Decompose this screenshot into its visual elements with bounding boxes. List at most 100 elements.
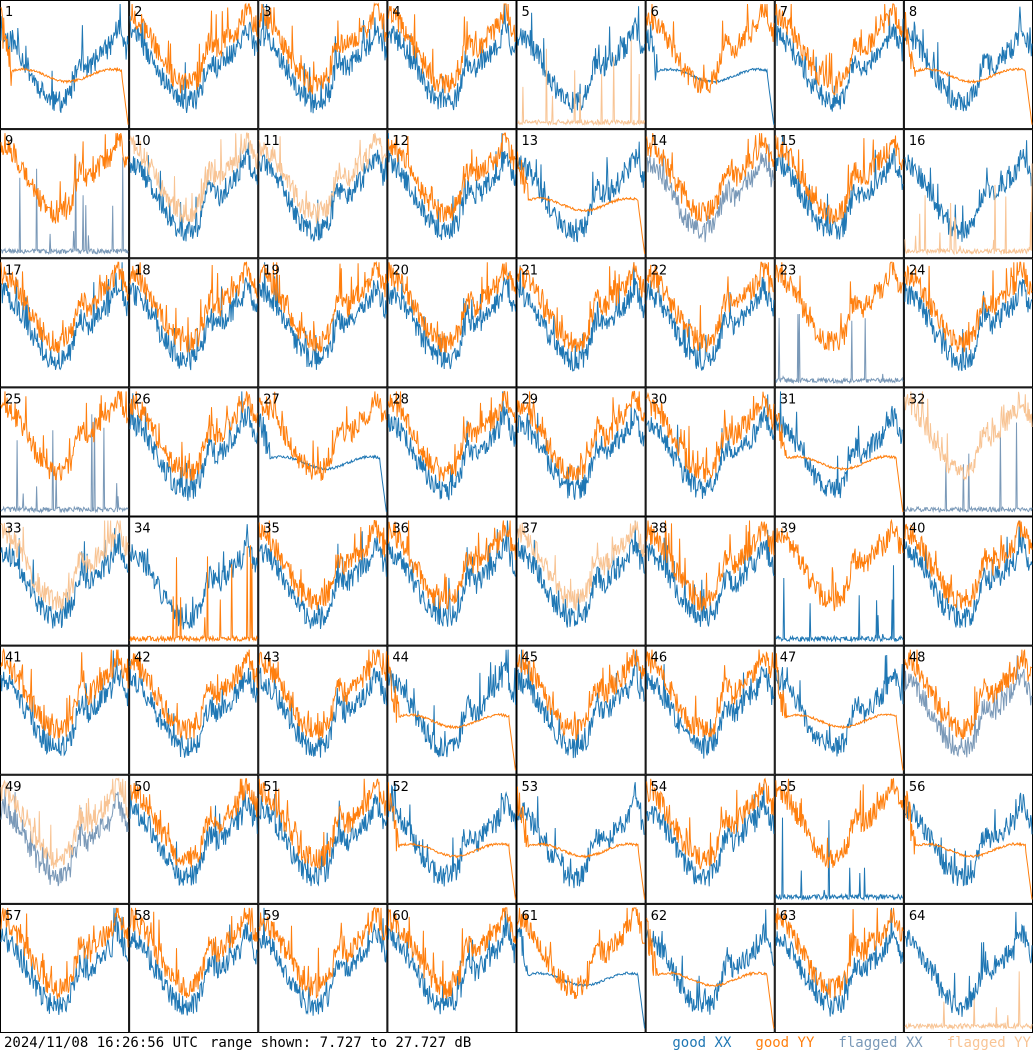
series-yy-line <box>517 390 646 482</box>
panel-1: 1 <box>0 0 130 130</box>
panel-frame <box>258 387 388 517</box>
panel-30: 30 <box>645 387 775 517</box>
series-xx-line <box>775 391 904 499</box>
footer-bar: 2024/11/08 16:26:56 UTC range shown: 7.7… <box>0 1033 1033 1053</box>
series-xx-line <box>387 3 516 111</box>
series-xx-line <box>775 9 904 112</box>
panel-21: 21 <box>516 258 646 388</box>
series-yy-line <box>646 649 775 738</box>
legend: good XX good YY flagged XX flagged YY <box>672 1033 1031 1053</box>
panel-frame <box>258 645 388 775</box>
panel-3: 3 <box>258 0 388 130</box>
series-yy-line <box>0 132 129 224</box>
series-yy-line <box>129 649 258 740</box>
panel-31: 31 <box>774 387 904 517</box>
panel-48: 48 <box>903 645 1033 775</box>
panel-label: 9 <box>5 134 13 149</box>
panel-14: 14 <box>645 129 775 259</box>
series-yy-line <box>904 520 1033 611</box>
series-xx-line <box>258 907 387 1016</box>
series-yy-line <box>0 520 129 611</box>
panel-label: 31 <box>780 392 797 407</box>
series-yy-line <box>904 11 1033 125</box>
series-yy-line <box>387 262 516 353</box>
panel-label: 14 <box>651 134 668 149</box>
panel-label: 26 <box>134 392 151 407</box>
panel-label: 49 <box>5 780 22 795</box>
series-xx-line <box>258 413 387 513</box>
panel-60: 60 <box>387 903 517 1033</box>
series-xx-line <box>0 907 129 1015</box>
series-xx-line <box>129 16 258 114</box>
panel-label: 60 <box>392 909 409 924</box>
series-xx-line <box>258 149 387 242</box>
panel-22: 22 <box>645 258 775 388</box>
series-xx-line <box>775 907 904 1017</box>
series-xx-line <box>0 3 129 113</box>
panel-label: 16 <box>909 134 926 149</box>
panel-label: 42 <box>134 651 151 666</box>
panel-54: 54 <box>645 774 775 904</box>
panel-38: 38 <box>645 516 775 646</box>
legend-flagged-yy: flagged YY <box>946 1035 1031 1051</box>
panel-frame <box>516 774 646 904</box>
series-xx-line <box>646 276 775 371</box>
panel-5: 5 <box>516 0 646 130</box>
series-xx-line <box>904 422 1033 513</box>
series-yy-line <box>129 778 258 868</box>
panel-label: 1 <box>5 5 13 20</box>
panel-label: 20 <box>392 263 409 278</box>
series-yy-line <box>904 391 1033 481</box>
panel-label: 59 <box>263 909 280 924</box>
panel-51: 51 <box>258 774 388 904</box>
panel-label: 48 <box>909 651 926 666</box>
series-xx-line <box>775 817 904 902</box>
panel-53: 53 <box>516 774 646 904</box>
panel-label: 50 <box>134 780 151 795</box>
series-yy-line <box>129 261 258 353</box>
panel-label: 58 <box>134 909 151 924</box>
series-yy-line <box>129 2 258 94</box>
panel-11: 11 <box>258 129 388 259</box>
series-xx-line <box>646 909 775 1015</box>
panel-34: 34 <box>129 516 259 646</box>
series-xx-line <box>0 414 129 514</box>
series-xx-line <box>258 262 387 370</box>
panel-36: 36 <box>387 516 517 646</box>
panel-label: 57 <box>5 909 22 924</box>
series-yy-line <box>775 518 904 612</box>
panel-label: 51 <box>263 780 280 795</box>
panel-24: 24 <box>903 258 1033 388</box>
series-yy-line <box>646 777 775 870</box>
panel-frame <box>129 0 259 130</box>
panel-frame <box>774 903 904 1033</box>
legend-flagged-xx: flagged XX <box>838 1035 923 1051</box>
panel-label: 27 <box>263 392 280 407</box>
series-xx-line <box>646 394 775 499</box>
range-label: range shown: 7.727 to 27.727 dB <box>210 1035 472 1051</box>
panel-frame <box>387 774 517 904</box>
legend-good-xx: good XX <box>672 1035 732 1051</box>
series-xx-line <box>904 6 1033 112</box>
series-yy-line <box>517 151 646 254</box>
legend-good-yy: good YY <box>755 1035 815 1051</box>
panel-56: 56 <box>903 774 1033 904</box>
series-yy-line <box>775 135 904 224</box>
series-yy-line <box>387 520 516 610</box>
panel-46: 46 <box>645 645 775 775</box>
series-xx-line <box>387 133 516 241</box>
panel-label: 6 <box>651 5 659 20</box>
panel-18: 18 <box>129 258 259 388</box>
panel-frame <box>0 0 130 130</box>
panel-59: 59 <box>258 903 388 1033</box>
panel-frame <box>0 387 130 517</box>
panel-32: 32 <box>903 387 1033 517</box>
series-xx-line <box>775 654 904 757</box>
series-yy-line <box>258 907 387 999</box>
series-yy-line <box>0 390 129 482</box>
timestamp: 2024/11/08 16:26:56 UTC <box>4 1035 198 1051</box>
panel-43: 43 <box>258 645 388 775</box>
panel-61: 61 <box>516 903 646 1033</box>
series-xx-line <box>646 143 775 243</box>
series-yy-line <box>775 3 903 96</box>
